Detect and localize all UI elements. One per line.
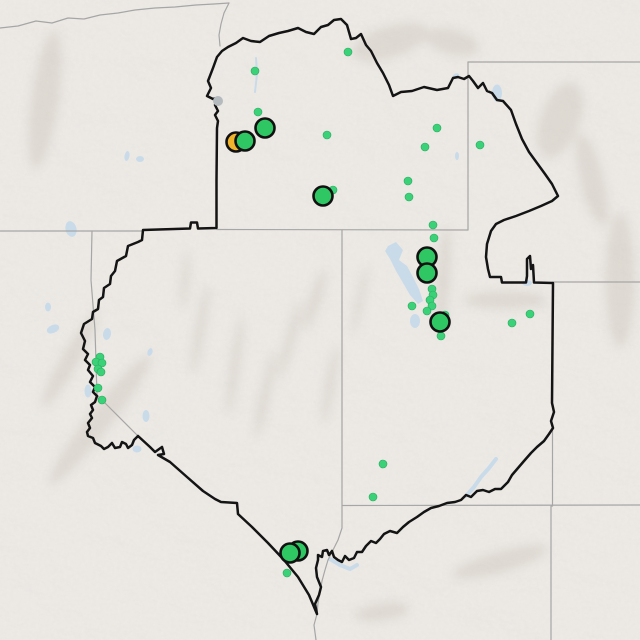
lake-tahoe [84, 384, 92, 398]
marker-large-green[interactable] [254, 117, 276, 139]
lake [46, 324, 60, 334]
marker-large-green[interactable] [234, 130, 256, 152]
marker-small-green[interactable] [368, 492, 378, 502]
marker-small-green[interactable] [436, 331, 446, 341]
marker-large-green[interactable] [279, 542, 301, 564]
lake-walker [142, 410, 150, 422]
marker-small-green[interactable] [420, 142, 430, 152]
markers-layer [91, 47, 535, 578]
lake [147, 348, 153, 356]
marker-small-gray[interactable] [213, 96, 223, 106]
marker-small-green[interactable] [525, 309, 535, 319]
marker-small-green[interactable] [428, 220, 438, 230]
lake [45, 302, 51, 312]
marker-large-green[interactable] [429, 311, 451, 333]
marker-small-green[interactable] [97, 358, 107, 368]
marker-small-green[interactable] [422, 306, 432, 316]
region-boundary [79, 17, 560, 616]
marker-small-green[interactable] [322, 130, 332, 140]
lake-mead [328, 557, 359, 571]
marker-small-green[interactable] [282, 568, 292, 578]
marker-small-green[interactable] [97, 395, 107, 405]
marker-small-green[interactable] [250, 66, 260, 76]
marker-small-green[interactable] [343, 47, 353, 57]
lake-powell [464, 457, 498, 498]
lake [136, 156, 144, 162]
lake [124, 151, 130, 161]
marker-small-green[interactable] [404, 192, 414, 202]
marker-small-green[interactable] [378, 459, 388, 469]
marker-small-green[interactable] [507, 318, 517, 328]
lake [455, 152, 459, 160]
great-salt-lake [385, 242, 423, 304]
marker-large-green[interactable] [416, 262, 438, 284]
state-line-nv-ut [313, 229, 343, 640]
marker-small-green[interactable] [96, 367, 106, 377]
marker-small-green[interactable] [432, 123, 442, 133]
lake-pyramid [102, 328, 112, 340]
marker-small-green[interactable] [475, 140, 485, 150]
utah-lake [410, 314, 420, 328]
state-line-columbia [0, 2, 230, 29]
marker-large-green[interactable] [312, 185, 334, 207]
lake-mono [132, 445, 142, 453]
marker-small-green[interactable] [403, 176, 413, 186]
state-line-37n [341, 504, 640, 507]
marker-small-green[interactable] [93, 383, 103, 393]
marker-small-green[interactable] [429, 233, 439, 243]
state-line-or-id [218, 2, 230, 47]
state-line-ut-co [550, 427, 554, 640]
lake [65, 221, 77, 237]
state-line-ca-nv [90, 230, 139, 437]
marker-small-green[interactable] [253, 107, 263, 117]
marker-small-green[interactable] [407, 301, 417, 311]
